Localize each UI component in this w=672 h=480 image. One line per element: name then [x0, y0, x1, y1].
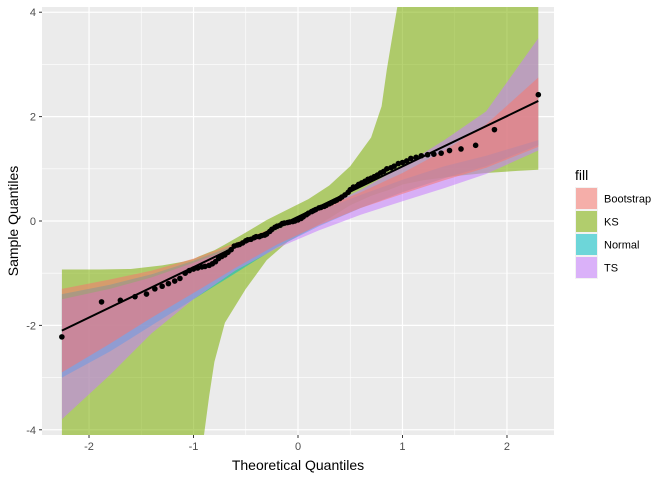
data-point	[446, 147, 453, 154]
data-point	[228, 246, 234, 253]
y-tick-label: -2	[26, 320, 36, 332]
legend-label-ks: KS	[604, 217, 619, 229]
data-point	[132, 293, 138, 300]
y-axis-title: Sample Quantiles	[5, 166, 21, 277]
legend-label-bootstrap: Bootstrap	[604, 194, 651, 206]
x-tick-label: -1	[189, 441, 199, 453]
legend: fill Bootstrap KS Normal TS	[575, 167, 651, 279]
data-point	[458, 146, 464, 152]
legend-key-ts	[576, 257, 597, 278]
band-bootstrap	[61, 77, 539, 373]
data-point	[384, 166, 390, 172]
data-point	[171, 278, 178, 284]
data-point	[202, 263, 208, 270]
legend-key-normal	[576, 234, 597, 255]
x-tick-label: -2	[84, 441, 94, 453]
data-point	[165, 280, 172, 287]
data-point	[190, 266, 197, 272]
data-point	[159, 283, 165, 290]
y-tick-label: 4	[30, 7, 36, 19]
legend-key-ks	[576, 211, 597, 232]
data-point	[472, 142, 479, 149]
data-point	[182, 270, 188, 276]
data-point	[438, 150, 444, 156]
x-tick-label: 1	[399, 441, 405, 453]
legend-title: fill	[575, 167, 588, 183]
data-point	[117, 297, 124, 304]
reference-line	[61, 100, 539, 332]
data-point	[177, 275, 183, 282]
legend-label-normal: Normal	[604, 240, 639, 252]
x-axis-title: Theoretical Quantiles	[232, 457, 364, 473]
data-point	[491, 126, 498, 133]
sample-points	[59, 91, 542, 340]
data-point	[395, 160, 402, 167]
data-point	[59, 334, 65, 340]
y-axis-ticks: -4 -2 0 2 4	[26, 7, 42, 437]
data-point	[535, 91, 542, 98]
data-point	[413, 154, 419, 161]
x-tick-label: 0	[295, 441, 301, 453]
legend-key-bootstrap	[576, 188, 597, 209]
x-axis-ticks: -2 -1 0 1 2	[84, 435, 510, 453]
legend-label-ts: TS	[604, 263, 618, 275]
y-tick-label: -4	[26, 425, 36, 437]
data-point	[194, 265, 201, 271]
data-point	[98, 299, 105, 305]
data-point	[403, 158, 410, 164]
x-tick-label: 2	[504, 441, 510, 453]
data-point	[418, 152, 425, 159]
data-point	[431, 151, 437, 157]
y-tick-label: 2	[30, 112, 36, 124]
data-point	[424, 151, 431, 158]
data-point	[408, 155, 414, 162]
qq-reference-line	[61, 100, 539, 332]
data-point	[143, 291, 150, 297]
data-point	[391, 163, 397, 169]
y-tick-label: 0	[30, 216, 36, 228]
data-point	[152, 286, 158, 292]
